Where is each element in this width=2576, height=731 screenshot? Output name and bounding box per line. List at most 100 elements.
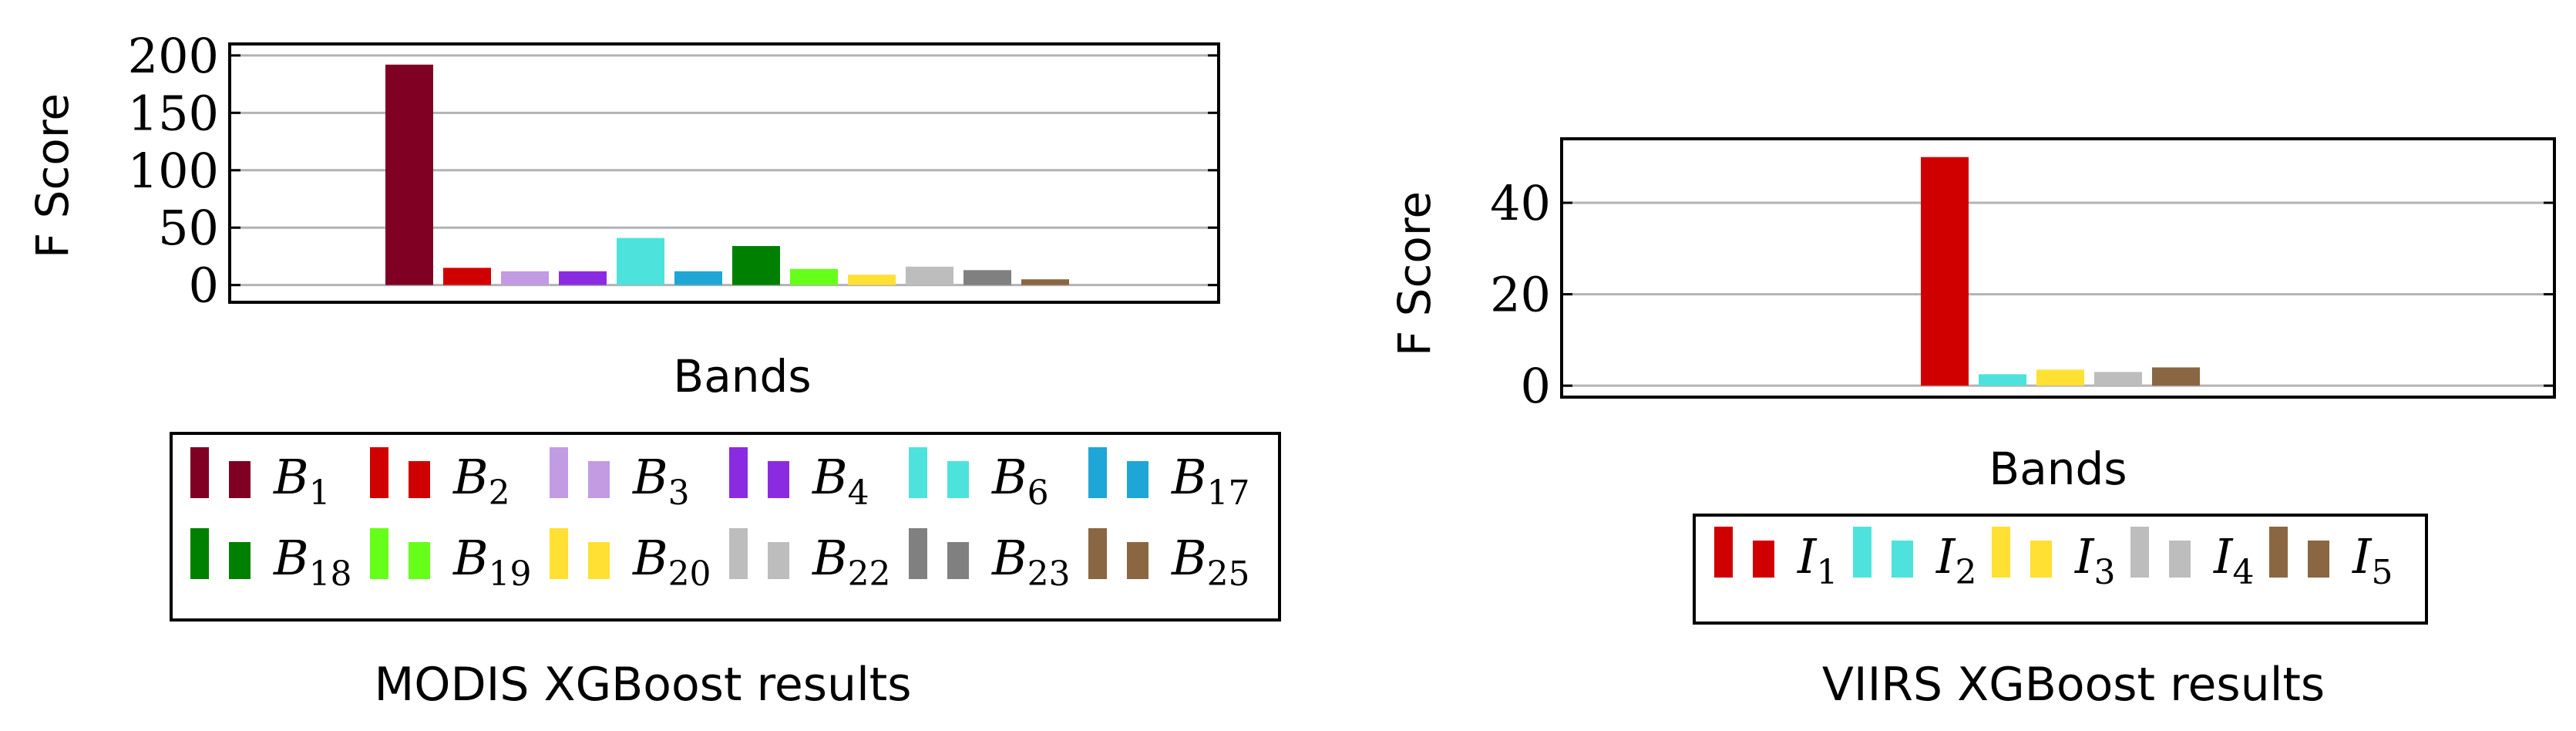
- modis-legend-swatch: [588, 542, 610, 579]
- legend-label-name: I: [2352, 528, 2373, 584]
- viirs-legend-swatch: [1853, 527, 1871, 578]
- modis-plot-frame: [228, 42, 1220, 304]
- modis-y-tick-label: 50: [158, 200, 219, 256]
- modis-legend-label: B25: [1171, 530, 1250, 594]
- modis-bar-b4: [559, 271, 607, 285]
- modis-legend-swatch: [370, 528, 388, 579]
- viirs-y-tick-label: 40: [1490, 175, 1551, 231]
- modis-legend-label: B20: [632, 530, 711, 594]
- modis-bar-b25: [1021, 279, 1069, 285]
- legend-label-name: B: [812, 449, 848, 505]
- viirs-bar-i2: [1979, 374, 2026, 386]
- viirs-caption: VIIRS XGBoost results: [1822, 658, 2325, 712]
- modis-legend-label: B22: [812, 530, 891, 594]
- modis-bar-b22: [906, 266, 953, 285]
- viirs-legend: I1 I2 I3 I4 I5: [1714, 527, 2393, 592]
- modis-legend-swatch: [909, 528, 927, 579]
- modis-legend-swatch: [550, 528, 568, 579]
- modis-legend-entry: B18: [190, 528, 352, 594]
- modis-legend-box: [170, 432, 1281, 622]
- legend-label-subscript: 2: [489, 473, 510, 513]
- modis-legend-entry: B1: [190, 447, 331, 513]
- modis-legend-swatch: [588, 461, 610, 498]
- modis-legend-swatch: [229, 461, 251, 498]
- modis-legend-label: B19: [452, 530, 532, 594]
- viirs-bar-i4: [2094, 372, 2142, 386]
- viirs-legend-entry: I3: [1992, 527, 2116, 592]
- legend-label-subscript: 6: [1027, 473, 1049, 513]
- viirs-legend-entry: I2: [1853, 527, 1977, 592]
- modis-y-tick-label: 150: [128, 85, 219, 141]
- modis-legend-swatch: [190, 447, 209, 498]
- viirs-bar-i5: [2152, 367, 2200, 386]
- modis-legend-entry: B19: [370, 528, 532, 594]
- viirs-y-tick-label: 0: [1521, 358, 1551, 414]
- legend-label-subscript: 2: [1956, 553, 1977, 592]
- legend-label-name: B: [1171, 449, 1207, 505]
- viirs-bar-i1: [1921, 157, 1969, 386]
- modis-x-axis-label: Bands: [673, 350, 811, 403]
- viirs-legend-label: I1: [1797, 528, 1838, 592]
- viirs-gridlines: [1562, 201, 2554, 387]
- viirs-legend-swatch: [1714, 527, 1733, 578]
- modis-bar-b20: [848, 275, 896, 285]
- modis-legend-entry: B2: [370, 447, 510, 513]
- modis-legend-swatch: [1127, 542, 1148, 579]
- viirs-legend-entry: I1: [1714, 527, 1838, 592]
- modis-legend-entry: B4: [729, 447, 869, 513]
- legend-label-name: B: [1171, 530, 1207, 586]
- modis-y-tick-label: 100: [128, 143, 219, 199]
- modis-legend-entry: B23: [909, 528, 1071, 594]
- viirs-legend-swatch: [1753, 541, 1774, 578]
- modis-legend-swatch: [729, 528, 748, 579]
- modis-legend-swatch: [409, 461, 430, 498]
- viirs-legend-box: [1693, 514, 2428, 625]
- modis-bars: [385, 64, 1069, 285]
- viirs-legend-swatch: [2030, 541, 2052, 578]
- modis-legend-label: B23: [991, 530, 1071, 594]
- modis-legend-swatch: [947, 461, 969, 498]
- modis-bar-b6: [617, 237, 664, 285]
- legend-label-name: I: [2074, 528, 2095, 584]
- modis-legend-label: B2: [452, 449, 510, 513]
- modis-legend-swatch: [729, 447, 748, 498]
- legend-label-name: B: [991, 449, 1027, 505]
- legend-label-subscript: 1: [1817, 553, 1838, 592]
- modis-legend-label: B4: [812, 449, 869, 513]
- legend-label-name: B: [273, 449, 309, 505]
- modis-caption: MODIS XGBoost results: [374, 658, 911, 712]
- legend-label-name: B: [991, 530, 1027, 586]
- modis-legend-label: B18: [273, 530, 352, 594]
- modis-legend-swatch: [768, 542, 789, 579]
- modis-legend-swatch: [909, 447, 927, 498]
- viirs-legend-swatch: [1992, 527, 2010, 578]
- legend-label-subscript: 4: [848, 473, 869, 513]
- modis-legend-entry: B22: [729, 528, 891, 594]
- modis-legend-label: B1: [273, 449, 331, 513]
- legend-label-name: I: [1797, 528, 1818, 584]
- modis-legend-label: B17: [1171, 449, 1250, 513]
- modis-bar-b3: [501, 271, 549, 285]
- viirs-legend-swatch: [1892, 541, 1913, 578]
- legend-label-subscript: 3: [2094, 553, 2116, 592]
- legend-label-name: B: [632, 449, 668, 505]
- legend-label-subscript: 5: [2372, 553, 2393, 592]
- legend-label-name: I: [1935, 528, 1956, 584]
- modis-y-tick-label: 0: [189, 258, 219, 314]
- viirs-legend-swatch: [2130, 527, 2149, 578]
- legend-label-subscript: 18: [309, 554, 352, 594]
- viirs-y-axis-label: F Score: [1388, 191, 1441, 356]
- viirs-y-tick-label: 20: [1490, 267, 1551, 323]
- legend-label-name: B: [452, 530, 489, 586]
- modis-legend-swatch: [947, 542, 969, 579]
- modis-legend-label: B6: [991, 449, 1049, 513]
- modis-bar-b1: [385, 64, 433, 285]
- modis-legend-swatch: [1127, 461, 1148, 498]
- modis-legend-label: B3: [632, 449, 690, 513]
- viirs-legend-label: I3: [2074, 528, 2116, 592]
- modis-legend-swatch: [768, 461, 789, 498]
